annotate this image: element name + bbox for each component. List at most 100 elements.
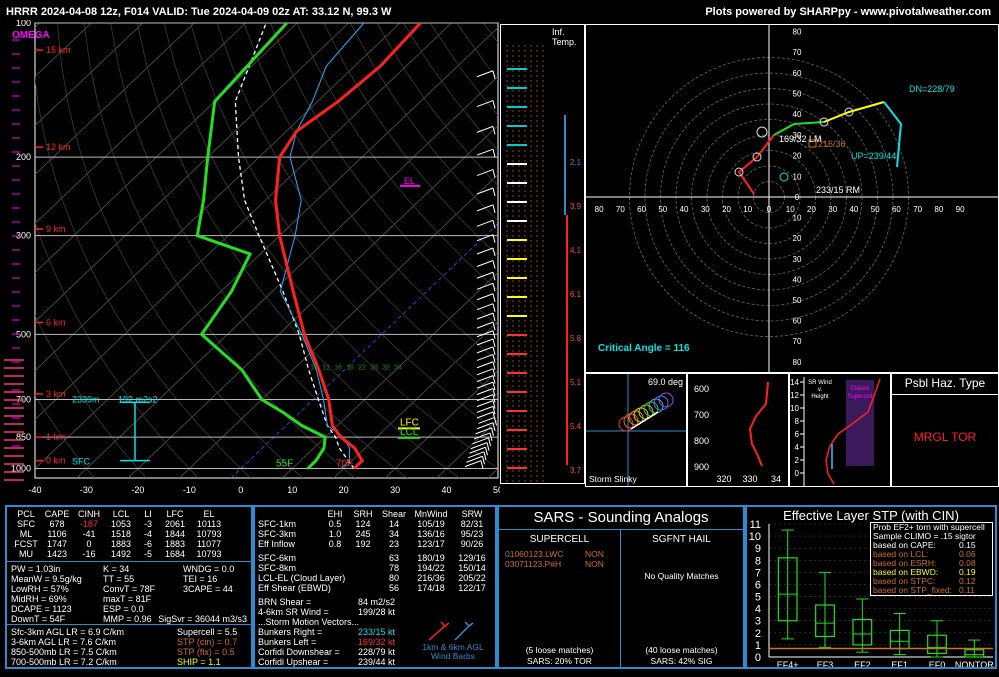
prob-clim: Sample CLIMO = .15 sigtor xyxy=(873,531,976,541)
kv-value: 169/32 kt xyxy=(358,637,396,647)
dewpoint-trace xyxy=(195,23,327,470)
wind-barb-flag xyxy=(492,406,496,415)
kinematic-cell: EHI xyxy=(327,509,343,519)
wind-barb xyxy=(476,148,494,156)
kinematic-cell: 34 xyxy=(388,529,399,539)
thermo-cell: CINH xyxy=(78,509,100,519)
hodo-rm-marker xyxy=(779,172,789,182)
wind-barb xyxy=(472,437,489,445)
index-cell: DCAPE = 1123 xyxy=(11,604,72,614)
wind-barb-flag xyxy=(492,361,496,370)
height-label: 15 km xyxy=(46,45,71,55)
wind-barb xyxy=(473,432,491,440)
inferred-value: 3.7 xyxy=(570,466,582,475)
mixing-ratio-label: 12 xyxy=(322,365,330,372)
stp-category-label: EF2 xyxy=(854,660,871,667)
temperature-trace xyxy=(273,23,422,470)
theta-x-tick: 320 xyxy=(716,474,731,484)
dry-adiabat xyxy=(323,23,498,257)
dry-adiabat xyxy=(429,23,498,116)
hodo-y-tick: 20 xyxy=(793,152,802,161)
kinematic-cell: MnWind xyxy=(414,509,448,519)
kv-label: 4-6km SR Wind = xyxy=(258,607,329,617)
hodo-marker xyxy=(819,117,829,127)
wind-barb-flag xyxy=(492,293,496,302)
kv-value: 228/79 kt xyxy=(358,647,396,657)
sars-match: 01060123.LWC NON xyxy=(505,549,615,559)
sr-label-1: SR Wind xyxy=(808,380,832,386)
hodo-y-tick: 80 xyxy=(793,27,802,36)
wind-barb xyxy=(476,321,494,329)
hodo-x-tick: 20 xyxy=(722,205,731,214)
kv-label: Corfidi Downshear = xyxy=(258,647,340,657)
sars-match-type: NON xyxy=(585,549,604,559)
mixing-ratio-label: 34 xyxy=(394,365,402,372)
wind-barb xyxy=(476,330,494,338)
theta-y-tick: 800 xyxy=(694,436,709,446)
thermo-cell: ML xyxy=(19,529,33,539)
barb-1km xyxy=(428,621,450,641)
inflow-srh-label: 192 m2s2 xyxy=(118,395,158,405)
barb-label-1: 1km & 6km AGL xyxy=(422,642,484,652)
stp-category-label: EF1 xyxy=(891,660,908,667)
kinematic-cell: 123/17 xyxy=(417,539,445,549)
kinematic-cell: 80 xyxy=(388,573,399,583)
kinematic-cell: SFC-3km xyxy=(258,529,296,539)
hodo-y-tick: 0 xyxy=(795,193,800,202)
prob-box: Prob EF2+ torn with supercell Sample CLI… xyxy=(870,522,993,596)
sr-tick: 2 xyxy=(795,456,800,465)
stp-y-tick: 2 xyxy=(755,628,761,640)
sr-tick: 4 xyxy=(795,443,800,452)
thermo-cell: 10793 xyxy=(196,529,222,539)
thermo-cell: PCL xyxy=(17,509,35,519)
wind-barb xyxy=(469,446,486,454)
wind-barb-flag xyxy=(492,368,496,377)
height-label: 1 km xyxy=(46,432,66,442)
inflow-depth-label: 2339m xyxy=(72,395,100,405)
thermo-cell: 1883 xyxy=(164,539,186,549)
storm-motion-title: ...Storm Motion Vectors... xyxy=(258,617,360,627)
kinematic-cell: LCL-EL (Cloud Layer) xyxy=(258,573,346,583)
wind-barb xyxy=(476,368,494,376)
composite-index: Supercell = 5.5 xyxy=(177,627,238,637)
kinematic-cell: 63 xyxy=(388,553,399,563)
kinematic-cell: 56 xyxy=(388,583,399,593)
wind-barb xyxy=(476,187,494,195)
theta-panel: 600 700 800 900 320 330 34 xyxy=(687,373,789,487)
thermo-cell: LFC xyxy=(166,509,184,519)
parcel-trace xyxy=(234,23,355,469)
sr-tick: 8 xyxy=(795,417,800,426)
dry-adiabat xyxy=(296,23,498,292)
kinematic-cell: 245 xyxy=(355,529,371,539)
isotherm-line xyxy=(35,27,498,470)
wind-barb xyxy=(476,282,494,290)
prob-row: based on STPC: 0.12 xyxy=(873,577,992,586)
inferred-value: 5.8 xyxy=(570,334,582,343)
stp-category-label: EF4+ xyxy=(777,660,799,667)
hodo-x-tick: 90 xyxy=(956,205,965,214)
isotherm-line xyxy=(35,23,144,127)
kinematic-cell: 23 xyxy=(388,539,399,549)
index-cell: WNDG = 0.0 xyxy=(183,564,235,574)
thermo-cell: 1883 xyxy=(110,539,132,549)
hodo-y-tick: 40 xyxy=(793,275,802,284)
dry-adiabat xyxy=(110,23,408,478)
hodo-marker xyxy=(844,107,854,117)
hodo-x-tick: 80 xyxy=(595,205,604,214)
pressure-tick: 200 xyxy=(16,152,31,162)
isotherm-line xyxy=(35,23,246,225)
thermo-cell: 1844 xyxy=(164,529,186,539)
credit-text: Plots powered by SHARPpy - www.pivotalwe… xyxy=(705,6,991,18)
stp-y-tick: 3 xyxy=(755,616,761,628)
wind-barb-flag xyxy=(492,70,496,79)
lapse-rate: 700-500mb LR = 7.2 C/km xyxy=(11,657,117,667)
stp-y-tick: 10 xyxy=(749,531,761,543)
kinematic-cell: 14 xyxy=(388,519,399,529)
prob-row: based on STP_fixed: 0.11 xyxy=(873,586,992,595)
kv-label: Bunkers Left = xyxy=(258,637,317,647)
slinky-vector xyxy=(630,411,659,430)
kinematic-cell: 129/16 xyxy=(458,553,486,563)
hodo-x-tick: 30 xyxy=(828,205,837,214)
dry-adiabat xyxy=(136,23,460,478)
